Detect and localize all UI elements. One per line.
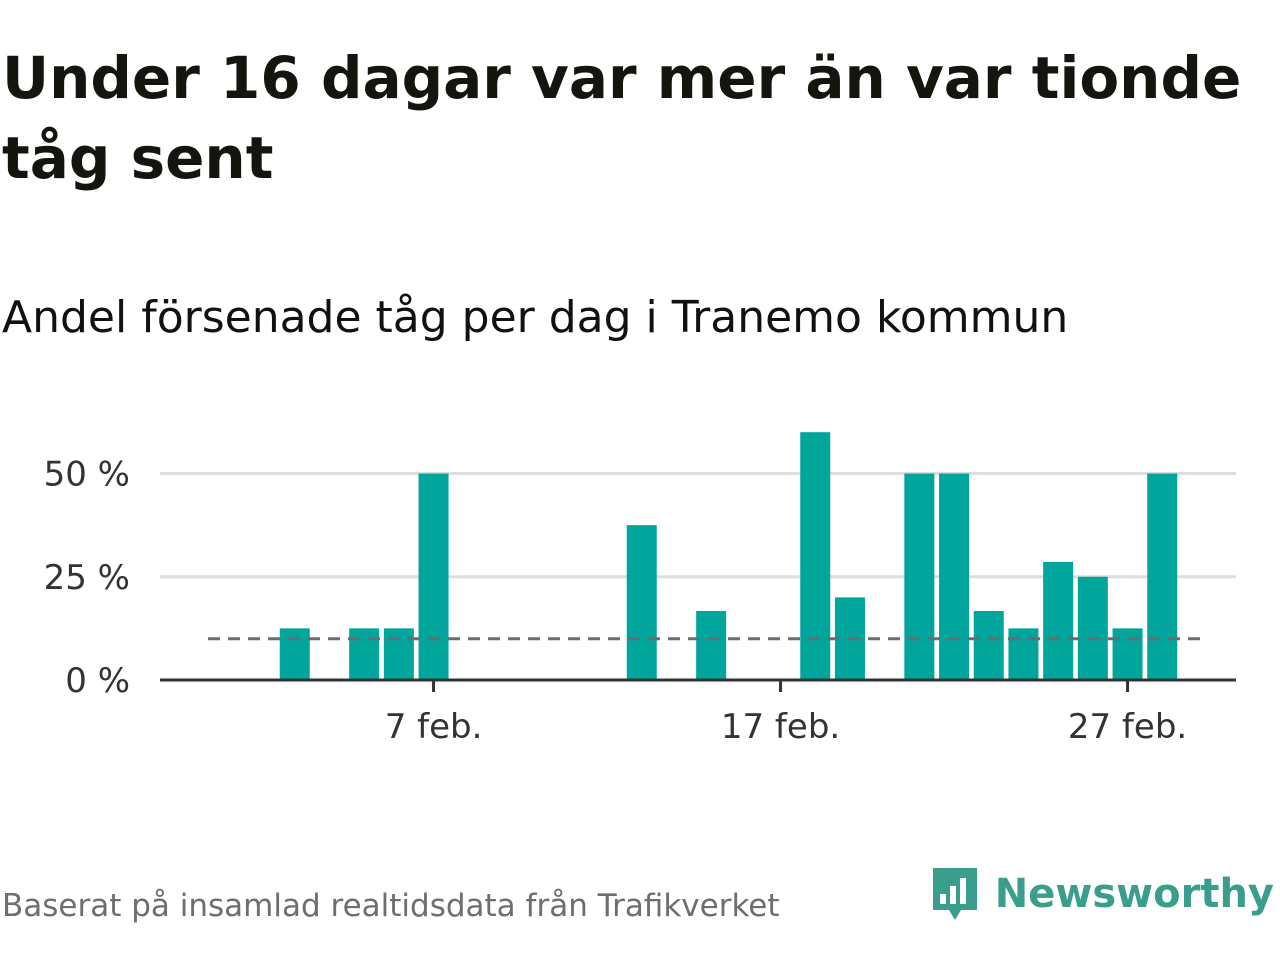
axes: 0 % 25 % 50 % 7 feb. 17 feb. 27 feb. (44, 455, 1236, 747)
x-tick-label-17: 17 feb. (721, 707, 840, 747)
bar-day-18 (800, 432, 831, 680)
bars (279, 432, 1178, 680)
bar-day-7 (418, 473, 449, 680)
bar-day-3 (279, 628, 310, 680)
bar-day-25 (1043, 561, 1074, 680)
bar-day-5 (349, 628, 380, 680)
gridlines (160, 472, 1236, 579)
newsworthy-logo-icon (932, 868, 977, 920)
y-tick-label-50: 50 % (44, 455, 130, 495)
brand-name: Newsworthy (994, 871, 1274, 917)
bar-day-24 (1008, 628, 1039, 680)
bar-day-23 (973, 611, 1004, 680)
bar-day-15 (696, 611, 727, 680)
bar-chart: 0 % 25 % 50 % 7 feb. 17 feb. 27 feb. (44, 432, 1236, 747)
x-tick-label-27: 27 feb. (1068, 707, 1187, 747)
bar-day-21 (904, 473, 935, 680)
bar-day-6 (383, 628, 414, 680)
chart-title: Under 16 dagar var mer än var tionde tåg… (2, 44, 1242, 192)
bar-day-26 (1077, 576, 1108, 680)
y-tick-label-0: 0 % (65, 661, 130, 701)
chart-subtitle: Andel försenade tåg per dag i Tranemo ko… (2, 292, 1069, 343)
brand-logo: Newsworthy (929, 864, 1274, 924)
source-note: Baserat på insamlad realtidsdata från Tr… (2, 888, 780, 924)
bar-day-27 (1112, 628, 1143, 680)
bar-day-13 (626, 525, 657, 680)
bar-day-22 (939, 473, 970, 680)
bar-day-28 (1147, 473, 1178, 680)
x-tick-label-7: 7 feb. (385, 707, 483, 747)
y-tick-label-25: 25 % (44, 558, 130, 598)
